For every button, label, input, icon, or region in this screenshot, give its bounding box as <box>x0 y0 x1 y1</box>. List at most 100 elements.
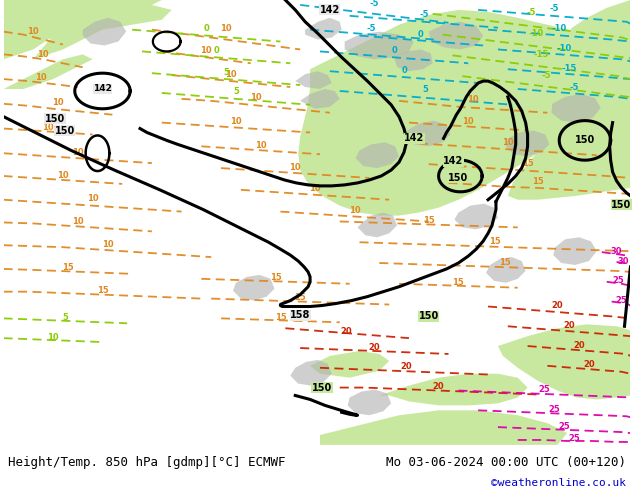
Text: 15: 15 <box>96 286 108 295</box>
Text: 10: 10 <box>37 50 49 59</box>
Text: 10: 10 <box>290 163 301 172</box>
Text: 10: 10 <box>225 70 236 79</box>
Text: 30: 30 <box>611 246 623 256</box>
Text: 10: 10 <box>87 194 98 203</box>
Text: 142: 142 <box>443 156 463 166</box>
Text: 15: 15 <box>423 216 434 225</box>
Text: 5: 5 <box>423 85 429 95</box>
Polygon shape <box>429 22 483 49</box>
Polygon shape <box>233 275 275 300</box>
Text: 20: 20 <box>552 301 563 310</box>
Text: 15: 15 <box>269 273 281 282</box>
Text: -10: -10 <box>557 44 572 53</box>
Text: 15: 15 <box>499 258 511 267</box>
Text: 142: 142 <box>404 133 424 144</box>
Text: -15: -15 <box>562 64 577 73</box>
Text: 20: 20 <box>400 362 412 371</box>
Text: 0: 0 <box>213 46 219 55</box>
Polygon shape <box>295 71 332 89</box>
Text: 10: 10 <box>250 94 261 102</box>
Text: -5: -5 <box>419 10 429 19</box>
Polygon shape <box>290 360 332 386</box>
Polygon shape <box>553 237 597 265</box>
Polygon shape <box>82 18 126 46</box>
Text: 25: 25 <box>559 421 570 431</box>
Text: 25: 25 <box>612 276 624 285</box>
Text: 15: 15 <box>489 237 501 246</box>
Polygon shape <box>506 130 549 156</box>
Polygon shape <box>552 94 601 122</box>
Text: -5: -5 <box>366 24 376 33</box>
Text: 150: 150 <box>45 114 65 123</box>
Text: 150: 150 <box>448 173 469 183</box>
Text: 10: 10 <box>57 171 68 179</box>
Text: 0: 0 <box>391 46 397 55</box>
Text: 142: 142 <box>320 5 340 15</box>
Polygon shape <box>358 213 397 237</box>
Text: -10: -10 <box>529 29 544 38</box>
Text: 150: 150 <box>312 383 332 392</box>
Text: 15: 15 <box>275 313 287 322</box>
Text: 10: 10 <box>255 141 266 150</box>
Text: 30: 30 <box>618 257 630 266</box>
Text: 10: 10 <box>27 27 39 36</box>
Polygon shape <box>394 49 432 71</box>
Text: -10: -10 <box>552 24 567 33</box>
Text: 150: 150 <box>611 200 631 210</box>
Polygon shape <box>498 324 630 399</box>
Text: 150: 150 <box>418 312 439 321</box>
Text: 150: 150 <box>575 135 595 146</box>
Text: 20: 20 <box>563 321 575 330</box>
Text: 25: 25 <box>568 435 580 443</box>
Polygon shape <box>305 18 342 40</box>
Text: 20: 20 <box>433 382 444 391</box>
Polygon shape <box>4 0 172 42</box>
Polygon shape <box>345 32 414 59</box>
Text: 25: 25 <box>616 296 628 305</box>
Polygon shape <box>298 10 630 216</box>
Text: 25: 25 <box>548 405 560 414</box>
Text: 5: 5 <box>62 313 68 322</box>
Text: 10: 10 <box>72 148 84 157</box>
Text: 0: 0 <box>401 66 407 74</box>
Polygon shape <box>320 410 567 445</box>
Polygon shape <box>508 61 630 200</box>
Text: 15: 15 <box>294 293 306 302</box>
Polygon shape <box>455 204 498 229</box>
Text: 20: 20 <box>583 360 595 369</box>
Text: -5: -5 <box>541 71 551 80</box>
Text: -5: -5 <box>370 0 379 8</box>
Text: 10: 10 <box>220 24 232 33</box>
Text: 15: 15 <box>453 278 464 287</box>
Text: ©weatheronline.co.uk: ©weatheronline.co.uk <box>491 478 626 488</box>
Text: 10: 10 <box>309 184 321 194</box>
Polygon shape <box>379 374 527 405</box>
Text: 5: 5 <box>233 87 239 97</box>
Text: 10: 10 <box>101 240 113 249</box>
Polygon shape <box>33 0 162 59</box>
Text: 10: 10 <box>200 46 212 55</box>
Text: 0: 0 <box>418 30 424 39</box>
Text: 10: 10 <box>47 333 59 342</box>
Text: 20: 20 <box>368 343 380 351</box>
Text: 15: 15 <box>531 177 543 186</box>
Text: 10: 10 <box>42 123 54 132</box>
Polygon shape <box>486 257 526 283</box>
Text: -5: -5 <box>527 8 536 17</box>
Polygon shape <box>347 390 391 415</box>
Polygon shape <box>405 121 451 147</box>
Text: 15: 15 <box>62 264 74 272</box>
Text: 150: 150 <box>55 125 75 136</box>
Polygon shape <box>4 54 93 89</box>
Text: 10: 10 <box>349 206 360 215</box>
Polygon shape <box>4 0 103 59</box>
Text: 10: 10 <box>72 217 84 226</box>
Text: 142: 142 <box>93 84 112 94</box>
Text: 10: 10 <box>230 117 242 126</box>
Text: Height/Temp. 850 hPa [gdmp][°C] ECMWF: Height/Temp. 850 hPa [gdmp][°C] ECMWF <box>8 456 285 468</box>
Text: 0: 0 <box>204 24 209 33</box>
Polygon shape <box>310 351 389 378</box>
Text: 20: 20 <box>573 341 585 349</box>
Text: 158: 158 <box>290 311 311 320</box>
Polygon shape <box>557 0 630 69</box>
